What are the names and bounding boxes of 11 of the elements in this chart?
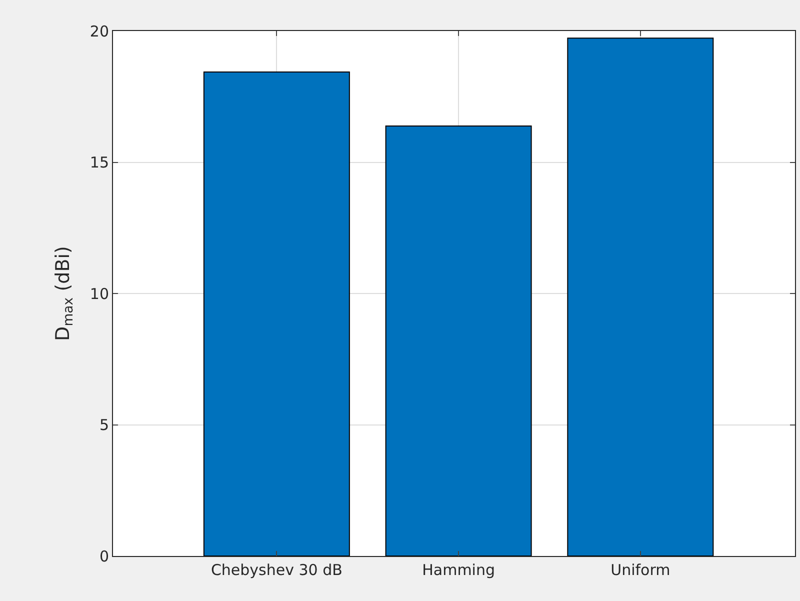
y-tick-label: 15 [90,154,109,172]
y-tick-label: 5 [99,416,109,434]
bar [203,71,350,556]
y-tick-label: 0 [99,547,109,566]
x-tick-label: Hamming [422,561,495,579]
y-tick-label: 10 [90,284,109,303]
x-tick-label: Uniform [610,561,670,579]
bar [567,38,714,556]
bar [385,126,532,556]
y-tick-label: 20 [90,22,109,40]
x-tick-label: Chebyshev 30 dB [210,561,342,579]
